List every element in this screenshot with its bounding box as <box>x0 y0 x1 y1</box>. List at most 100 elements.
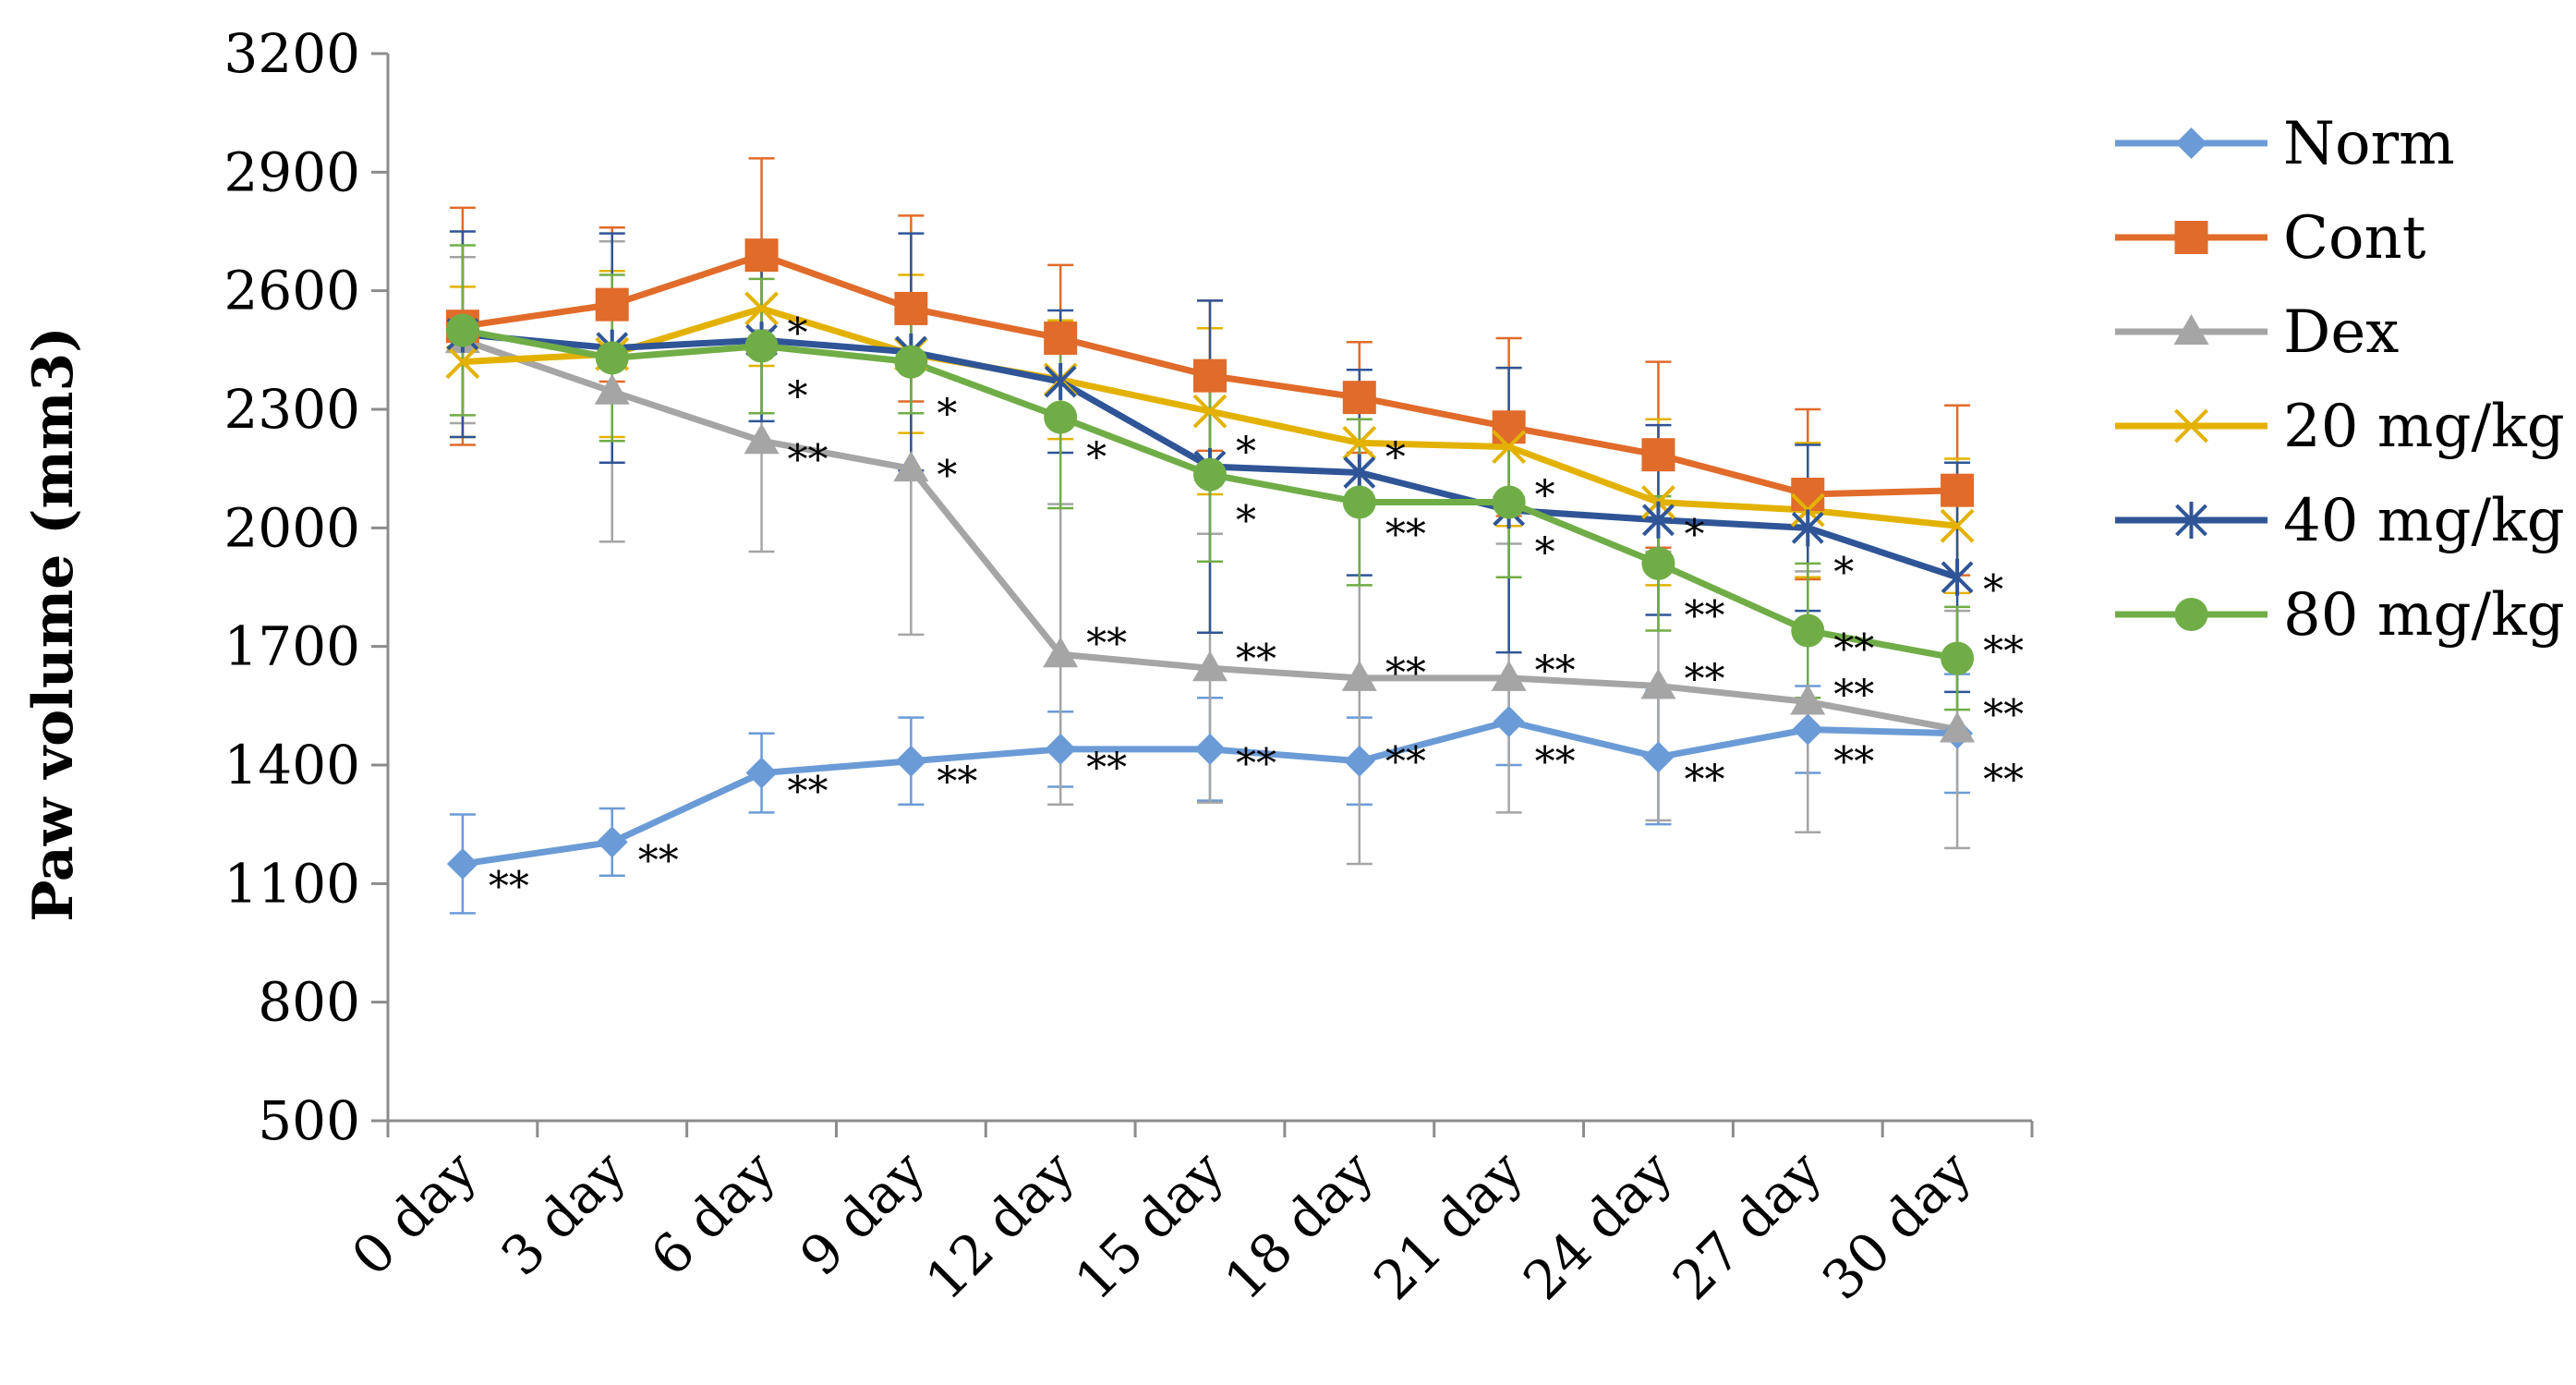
data-point-cont <box>744 238 779 273</box>
legend-item-20-mg-kg: 20 mg/kg <box>2115 393 2565 461</box>
significance-annotations: ****** ** ** ** ** ** ** ** ****** ** ** ** ** ** ****… <box>489 310 2024 910</box>
significance-mark: ** <box>1833 739 1874 786</box>
data-point-dex <box>744 423 780 455</box>
data-point-cont <box>1044 322 1078 355</box>
x-tick-label: 0 day <box>340 1139 489 1288</box>
x-tick-label: 30 day <box>1810 1139 1983 1312</box>
data-point-80-mg-kg <box>1791 614 1825 648</box>
data-point-cont <box>894 291 928 325</box>
data-point-80-mg-kg <box>1941 641 1975 675</box>
significance-mark: ** <box>1236 636 1276 683</box>
y-tick-label: 1700 <box>224 615 360 678</box>
data-point-dex <box>1341 660 1377 691</box>
data-point-norm <box>1493 705 1525 737</box>
data-point-cont <box>1791 477 1825 511</box>
significance-mark: ** <box>1236 741 1276 788</box>
data-point-norm <box>1792 713 1824 746</box>
x-tick-label: 3 day <box>490 1139 638 1288</box>
data-point-40-mg-kg <box>1642 501 1675 539</box>
data-point-20-mg-kg <box>1342 425 1377 460</box>
data-point-dex <box>1940 711 1976 743</box>
y-tick-label: 2900 <box>224 140 360 203</box>
data-point-40-mg-kg <box>1044 363 1077 401</box>
legend-swatch-marker <box>2174 598 2208 631</box>
data-point-dex <box>1790 684 1826 715</box>
significance-mark: ** <box>1086 745 1127 792</box>
significance-mark: * <box>788 310 808 357</box>
data-point-norm <box>1343 745 1375 777</box>
y-tick-label: 1400 <box>224 734 360 796</box>
data-point-20-mg-kg <box>1492 430 1527 465</box>
significance-mark: * <box>937 391 957 438</box>
y-tick-label: 3200 <box>224 22 360 85</box>
data-point-dex <box>893 451 929 482</box>
x-tick-label: 12 day <box>913 1139 1086 1312</box>
y-tick-label: 800 <box>258 971 360 1034</box>
significance-mark: ** <box>1684 592 1724 639</box>
legend-item-dex: Dex <box>2115 298 2399 367</box>
data-point-dex <box>594 373 630 405</box>
significance-mark: ** <box>638 838 679 885</box>
axes <box>386 54 2032 1123</box>
significance-mark: ** <box>1684 757 1724 804</box>
legend-item-40-mg-kg: 40 mg/kg <box>2115 487 2565 555</box>
significance-mark: * <box>1236 429 1256 476</box>
significance-mark: ** <box>1983 628 2024 675</box>
data-point-cont <box>1641 438 1675 472</box>
legend-item-cont: Cont <box>2115 204 2426 273</box>
significance-mark: ** <box>1684 656 1724 703</box>
data-point-dex <box>1491 660 1527 691</box>
data-point-80-mg-kg <box>595 341 629 375</box>
y-tick-labels: 500 800 1100 1400 1700 2000 2300 2600 2900 3200 <box>224 22 388 1152</box>
y-axis-title: Paw volume (mm3) <box>21 326 86 921</box>
data-point-20-mg-kg <box>1940 508 1975 543</box>
data-point-40-mg-kg <box>1791 509 1824 547</box>
data-point-80-mg-kg <box>1641 546 1675 580</box>
data-point-norm <box>1194 733 1226 765</box>
significance-mark: ** <box>1983 757 2024 804</box>
y-tick-label: 500 <box>258 1089 360 1152</box>
significance-mark: ** <box>788 436 828 483</box>
x-tick-label: 27 day <box>1661 1139 1833 1312</box>
data-point-dex <box>1043 637 1079 668</box>
legend-item-norm: Norm <box>2115 110 2455 178</box>
legend: Norm Cont Dex 20 mg/kg 40 mg/kg 80 mg/kg <box>2115 110 2565 650</box>
data-point-norm <box>446 847 478 880</box>
legend-label: 40 mg/kg <box>2283 487 2565 555</box>
data-point-cont <box>1193 358 1227 393</box>
legend-swatch-marker <box>2175 502 2207 539</box>
significance-mark: * <box>1684 512 1704 559</box>
significance-mark: * <box>1385 434 1406 481</box>
significance-mark: ** <box>1833 626 1874 674</box>
significance-mark: ** <box>1535 648 1576 695</box>
data-point-20-mg-kg <box>744 291 779 326</box>
data-point-80-mg-kg <box>894 345 928 379</box>
data-point-20-mg-kg <box>1192 394 1228 429</box>
significance-mark: * <box>1535 472 1555 519</box>
data-point-80-mg-kg <box>1044 400 1078 434</box>
data-point-norm <box>895 745 927 777</box>
significance-mark: ** <box>489 863 529 910</box>
data-point-80-mg-kg <box>445 313 479 347</box>
data-point-dex <box>1640 668 1676 699</box>
x-tick-label: 18 day <box>1213 1139 1385 1312</box>
y-tick-label: 1100 <box>224 852 360 915</box>
significance-mark: ** <box>1086 620 1127 667</box>
significance-mark: ** <box>1385 512 1426 559</box>
significance-mark: * <box>937 452 957 499</box>
data-point-norm <box>745 757 778 789</box>
significance-mark: ** <box>1385 739 1426 786</box>
data-point-norm <box>1642 741 1675 773</box>
significance-mark: ** <box>788 769 828 816</box>
data-point-40-mg-kg <box>1343 454 1376 492</box>
significance-mark: * <box>1086 434 1107 481</box>
legend-label: Norm <box>2283 110 2455 178</box>
data-point-20-mg-kg <box>445 345 480 380</box>
data-point-cont <box>1941 473 1975 507</box>
x-tick-label: 24 day <box>1511 1139 1684 1312</box>
x-tick-label: 15 day <box>1063 1139 1236 1312</box>
significance-mark: * <box>788 373 808 420</box>
